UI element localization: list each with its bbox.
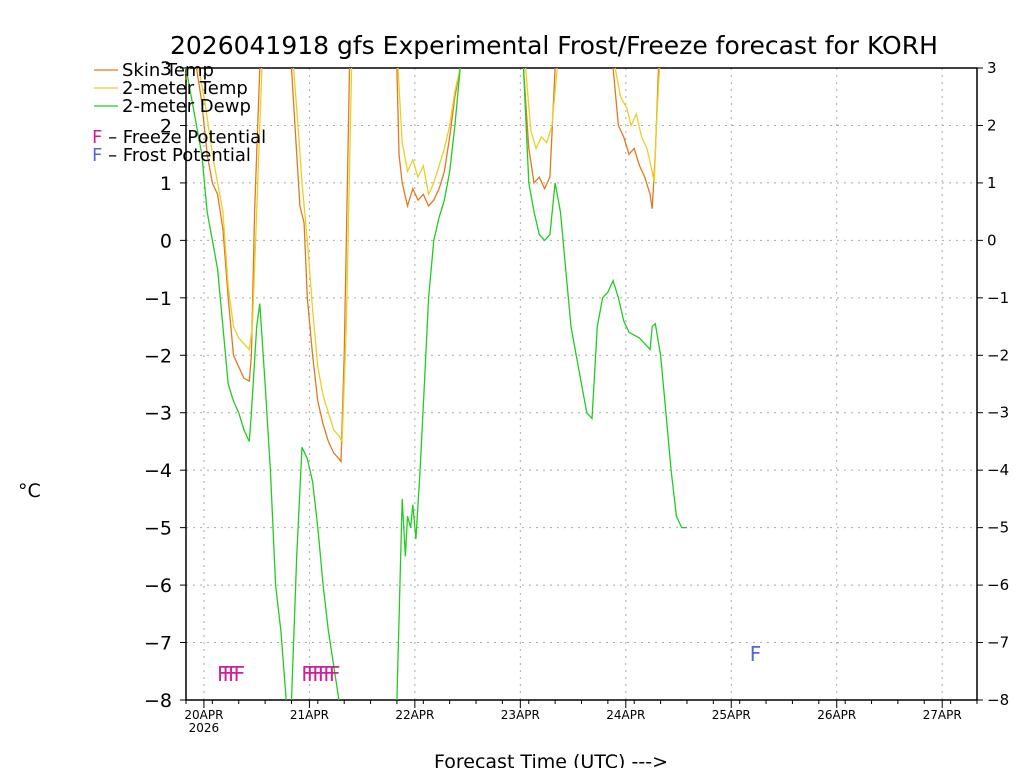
- series-line-2-meter-temp: [524, 67, 558, 151]
- x-tick-label: 26APR: [817, 708, 856, 722]
- frost-potential-mark: F: [750, 642, 762, 666]
- series-line-skin-temp: [195, 67, 261, 383]
- x-tick-label: 21APR: [290, 708, 329, 722]
- y-tick-label-right: 3: [987, 59, 997, 77]
- freeze-potential-mark: FFFF: [217, 662, 245, 686]
- y-tick-label: 3: [160, 58, 172, 80]
- series-line-2-meter-temp: [198, 67, 263, 351]
- y-axis-label: °C: [18, 480, 41, 502]
- series-line-2-meter-dewp: [290, 446, 340, 701]
- potential-legend-entry: F – Freeze Potential: [92, 127, 266, 148]
- series-line-2-meter-temp: [397, 67, 461, 197]
- legend-label: 2-meter Temp: [122, 78, 248, 99]
- x-tick-label: 20APR: [184, 708, 223, 722]
- y-tick-label: −3: [144, 403, 172, 425]
- potential-legend-entry: F – Frost Potential: [92, 145, 251, 166]
- series-line-skin-temp: [612, 67, 660, 209]
- series-line-2-meter-dewp: [396, 67, 461, 701]
- x-tick-label: 23APR: [501, 708, 540, 722]
- y-tick-label-right: −1: [987, 289, 1009, 307]
- y-tick-label-right: 1: [987, 174, 997, 192]
- y-tick-label: 2: [160, 115, 172, 137]
- y-tick-label: 0: [160, 230, 172, 252]
- x-tick-label: 22APR: [395, 708, 434, 722]
- y-tick-label-right: −3: [987, 404, 1009, 422]
- series-line-skin-temp: [522, 67, 556, 191]
- series-line-2-meter-dewp: [522, 67, 687, 529]
- y-tick-label-right: −6: [987, 576, 1009, 594]
- y-tick-label: −1: [144, 288, 172, 310]
- y-tick-label-right: −8: [987, 691, 1009, 709]
- y-tick-label: −2: [144, 345, 172, 367]
- axes: −8 −8 −7 −7 −6 −6 −5 −5 −4 −4 −3 −3 −2 −2 −1 −1 0 0 1 1 2 2 3 3…: [144, 58, 1009, 735]
- y-tick-label: −4: [144, 460, 172, 482]
- series-line-2-meter-temp: [614, 67, 661, 184]
- series-line-skin-temp: [396, 67, 461, 209]
- potential-legend-text: – Freeze Potential: [102, 127, 266, 148]
- potential-legend-text: – Frost Potential: [102, 145, 251, 166]
- y-tick-label: −5: [144, 518, 172, 540]
- x-tick-label: 27APR: [923, 708, 962, 722]
- x-year-label: 2026: [189, 721, 220, 735]
- legend-label: Skin Temp: [122, 60, 214, 81]
- x-axis-label: Forecast Time (UTC) --->: [434, 751, 668, 768]
- potential-legend-letter: F: [92, 127, 102, 148]
- y-tick-label: 1: [160, 173, 172, 195]
- y-tick-label-right: 0: [987, 231, 997, 249]
- series-line-2-meter-temp: [292, 67, 353, 444]
- x-tick-label: 25APR: [712, 708, 751, 722]
- y-tick-label: −7: [144, 633, 172, 655]
- y-tick-label-right: −7: [987, 634, 1009, 652]
- y-tick-label: −6: [144, 575, 172, 597]
- y-tick-label-right: −2: [987, 346, 1009, 364]
- y-tick-label-right: −4: [987, 461, 1009, 479]
- chart-title: 2026041918 gfs Experimental Frost/Freeze…: [170, 31, 938, 60]
- y-tick-label-right: 2: [987, 116, 997, 134]
- freeze-potential-mark: FFFFFF: [301, 662, 340, 686]
- series-line-skin-temp: [290, 67, 351, 464]
- x-tick-label: 24APR: [606, 708, 645, 722]
- series-line-2-meter-dewp: [185, 67, 287, 701]
- legend-label: 2-meter Dewp: [122, 96, 251, 117]
- potential-legend-letter: F: [92, 145, 102, 166]
- y-tick-label-right: −5: [987, 519, 1009, 537]
- y-tick-label: −8: [144, 690, 172, 712]
- series-lines: [185, 67, 687, 701]
- grid: [186, 68, 977, 700]
